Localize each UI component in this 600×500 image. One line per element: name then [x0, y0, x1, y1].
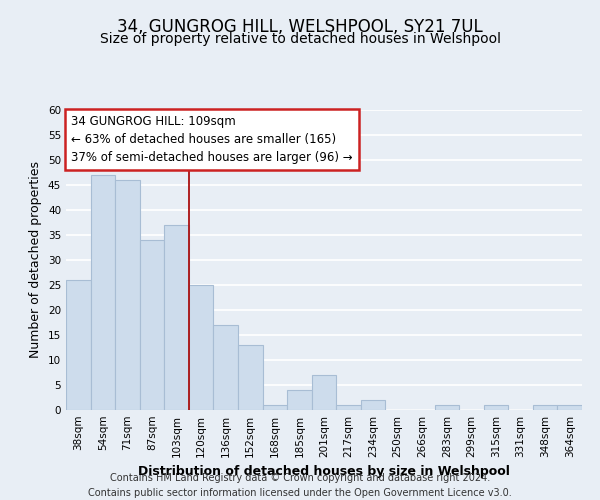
Bar	[91, 175, 115, 410]
Bar	[484, 405, 508, 410]
Bar	[336, 405, 361, 410]
Bar	[533, 405, 557, 410]
Bar	[361, 400, 385, 410]
Text: 34, GUNGROG HILL, WELSHPOOL, SY21 7UL: 34, GUNGROG HILL, WELSHPOOL, SY21 7UL	[117, 18, 483, 36]
X-axis label: Distribution of detached houses by size in Welshpool: Distribution of detached houses by size …	[138, 466, 510, 478]
Bar	[115, 180, 140, 410]
Bar	[164, 225, 189, 410]
Text: Size of property relative to detached houses in Welshpool: Size of property relative to detached ho…	[100, 32, 500, 46]
Bar	[312, 375, 336, 410]
Bar	[189, 285, 214, 410]
Bar	[66, 280, 91, 410]
Bar	[140, 240, 164, 410]
Bar	[238, 345, 263, 410]
Bar	[263, 405, 287, 410]
Text: 34 GUNGROG HILL: 109sqm
← 63% of detached houses are smaller (165)
37% of semi-d: 34 GUNGROG HILL: 109sqm ← 63% of detache…	[71, 114, 353, 164]
Bar	[434, 405, 459, 410]
Text: Contains HM Land Registry data © Crown copyright and database right 2024.
Contai: Contains HM Land Registry data © Crown c…	[88, 472, 512, 498]
Bar	[214, 325, 238, 410]
Bar	[557, 405, 582, 410]
Y-axis label: Number of detached properties: Number of detached properties	[29, 162, 43, 358]
Bar	[287, 390, 312, 410]
